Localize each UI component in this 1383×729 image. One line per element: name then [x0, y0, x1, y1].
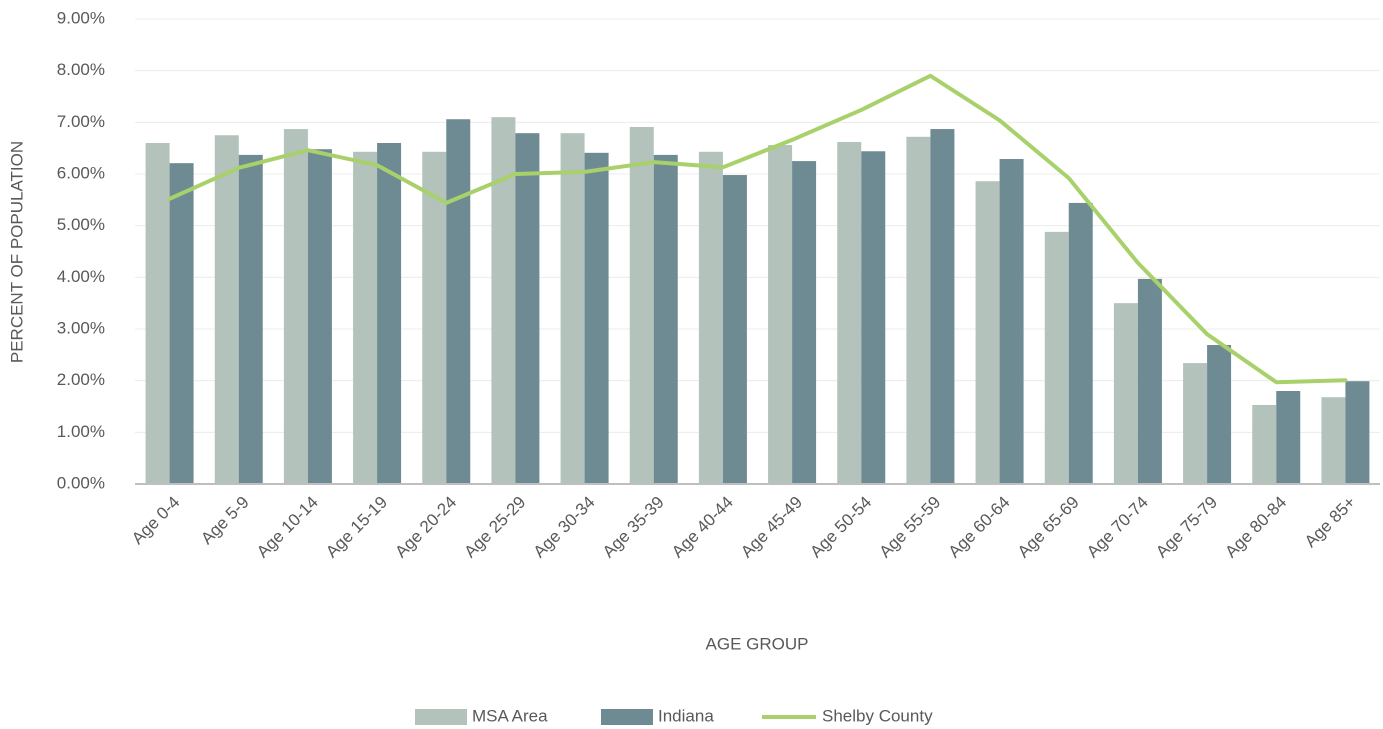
legend-swatch	[601, 709, 653, 725]
y-tick-label: 6.00%	[57, 163, 105, 182]
x-tick-label: Age 5-9	[197, 493, 253, 549]
bar	[446, 119, 471, 484]
x-tick-label: Age 10-14	[253, 493, 322, 562]
line	[167, 73, 1348, 385]
y-tick-label: 4.00%	[57, 267, 105, 286]
x-tick-label: Age 20-24	[391, 493, 460, 562]
bar	[861, 151, 886, 484]
bar	[214, 135, 239, 484]
bar	[837, 141, 862, 484]
legend-label: Shelby County	[822, 706, 933, 725]
bar	[698, 151, 723, 485]
x-tick-label: Age 55-59	[876, 493, 945, 562]
y-tick-label: 7.00%	[57, 112, 105, 131]
bar	[145, 143, 170, 484]
bar	[653, 154, 678, 484]
bar	[906, 136, 931, 485]
x-tick-label: Age 50-54	[806, 493, 875, 562]
bar	[560, 133, 585, 484]
bar	[584, 152, 609, 485]
x-tick-label: Age 0-4	[128, 493, 184, 549]
bar	[629, 126, 654, 484]
x-tick-label: Age 35-39	[599, 493, 668, 562]
bar	[792, 161, 817, 485]
y-tick-label: 8.00%	[57, 60, 105, 79]
x-axis-label: AGE GROUP	[706, 634, 809, 653]
bar	[1345, 381, 1370, 484]
y-axis-label: PERCENT OF POPULATION	[7, 141, 26, 363]
x-tick-label: Age 25-29	[461, 493, 530, 562]
x-tick-label: Age 80-84	[1221, 493, 1290, 562]
bar	[1113, 303, 1138, 484]
bar	[1183, 363, 1208, 484]
legend-label: Indiana	[658, 706, 714, 725]
bar	[1321, 397, 1346, 484]
bar	[1252, 404, 1277, 484]
bar	[377, 143, 402, 484]
bar	[491, 117, 516, 485]
bar	[930, 129, 955, 485]
x-tick-label: Age 40-44	[668, 493, 737, 562]
bar	[1068, 202, 1093, 484]
x-tick-label: Age 15-19	[322, 493, 391, 562]
bar	[169, 163, 194, 484]
legend-swatch	[415, 709, 467, 725]
y-tick-label: 3.00%	[57, 318, 105, 337]
bar	[1276, 391, 1301, 484]
x-tick-label: Age 45-49	[737, 493, 806, 562]
bar	[1137, 278, 1162, 484]
x-tick-label: Age 60-64	[945, 493, 1014, 562]
y-tick-label: 0.00%	[57, 473, 105, 492]
bar	[768, 145, 793, 485]
y-tick-label: 1.00%	[57, 422, 105, 441]
y-tick-label: 9.00%	[57, 8, 105, 27]
bar	[975, 181, 1000, 484]
bar	[1044, 231, 1069, 484]
x-tick-label: Age 70-74	[1083, 493, 1152, 562]
legend-label: MSA Area	[472, 706, 548, 725]
x-tick-label: Age 75-79	[1152, 493, 1221, 562]
bar	[353, 151, 378, 485]
bar	[999, 159, 1024, 484]
y-tick-label: 5.00%	[57, 215, 105, 234]
bar	[1207, 345, 1232, 484]
bar	[422, 151, 447, 485]
x-tick-label: Age 65-69	[1014, 493, 1083, 562]
x-tick-label: Age 30-34	[530, 493, 599, 562]
bar	[283, 129, 308, 485]
bar	[515, 133, 540, 484]
bar	[307, 149, 332, 484]
bar	[238, 154, 263, 484]
x-tick-label: Age 85+	[1301, 493, 1360, 552]
bar	[722, 175, 747, 485]
y-tick-label: 2.00%	[57, 370, 105, 389]
